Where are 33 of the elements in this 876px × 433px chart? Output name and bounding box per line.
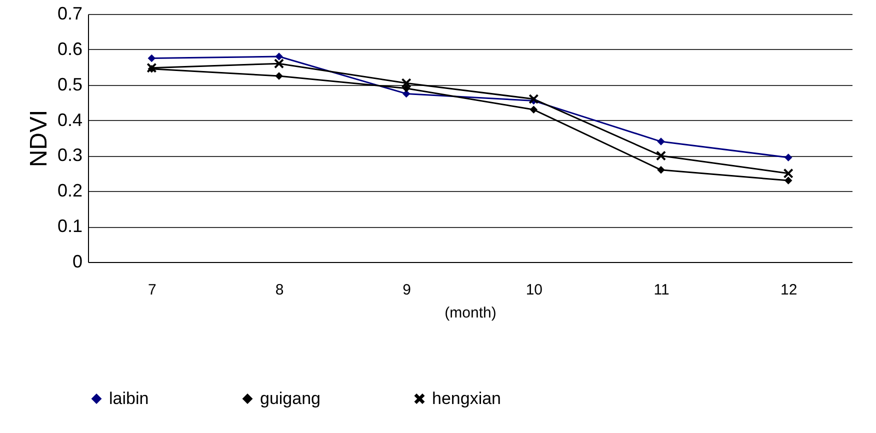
point	[274, 58, 284, 68]
y-axis-title: NDVI	[25, 110, 52, 168]
legend-label: laibin	[109, 388, 149, 408]
x-tick-label: 12	[780, 282, 798, 298]
point	[657, 138, 665, 146]
point	[148, 54, 156, 62]
x-tick-label: 7	[148, 282, 156, 298]
x-tick-label: 9	[402, 282, 412, 298]
legend-label: hengxian	[432, 388, 502, 408]
point	[656, 150, 666, 160]
point	[784, 154, 792, 162]
x-tick-label: 11	[654, 282, 670, 298]
y-tick-label: 0.6	[57, 38, 82, 59]
point	[275, 72, 283, 80]
point	[402, 84, 410, 92]
y-tick-label: 0.7	[57, 4, 82, 24]
point	[784, 168, 794, 178]
point	[657, 166, 665, 174]
y-tick-label: 0.3	[57, 145, 82, 166]
y-tick-label: 0	[72, 252, 82, 272]
x-tick-label: 8	[275, 282, 284, 298]
point	[784, 176, 792, 184]
legend-label: guigang	[260, 388, 321, 408]
x-axis-title: (month)	[444, 304, 496, 322]
point	[528, 94, 538, 104]
x-tick-label: 10	[526, 282, 543, 298]
point	[275, 52, 283, 60]
y-tick-label: 0.1	[57, 216, 82, 236]
point	[402, 78, 412, 88]
y-tick-label: 0.4	[57, 110, 82, 130]
y-tick-label: 0.2	[57, 180, 82, 201]
point	[530, 106, 538, 114]
y-tick-label: 0.5	[57, 74, 82, 94]
